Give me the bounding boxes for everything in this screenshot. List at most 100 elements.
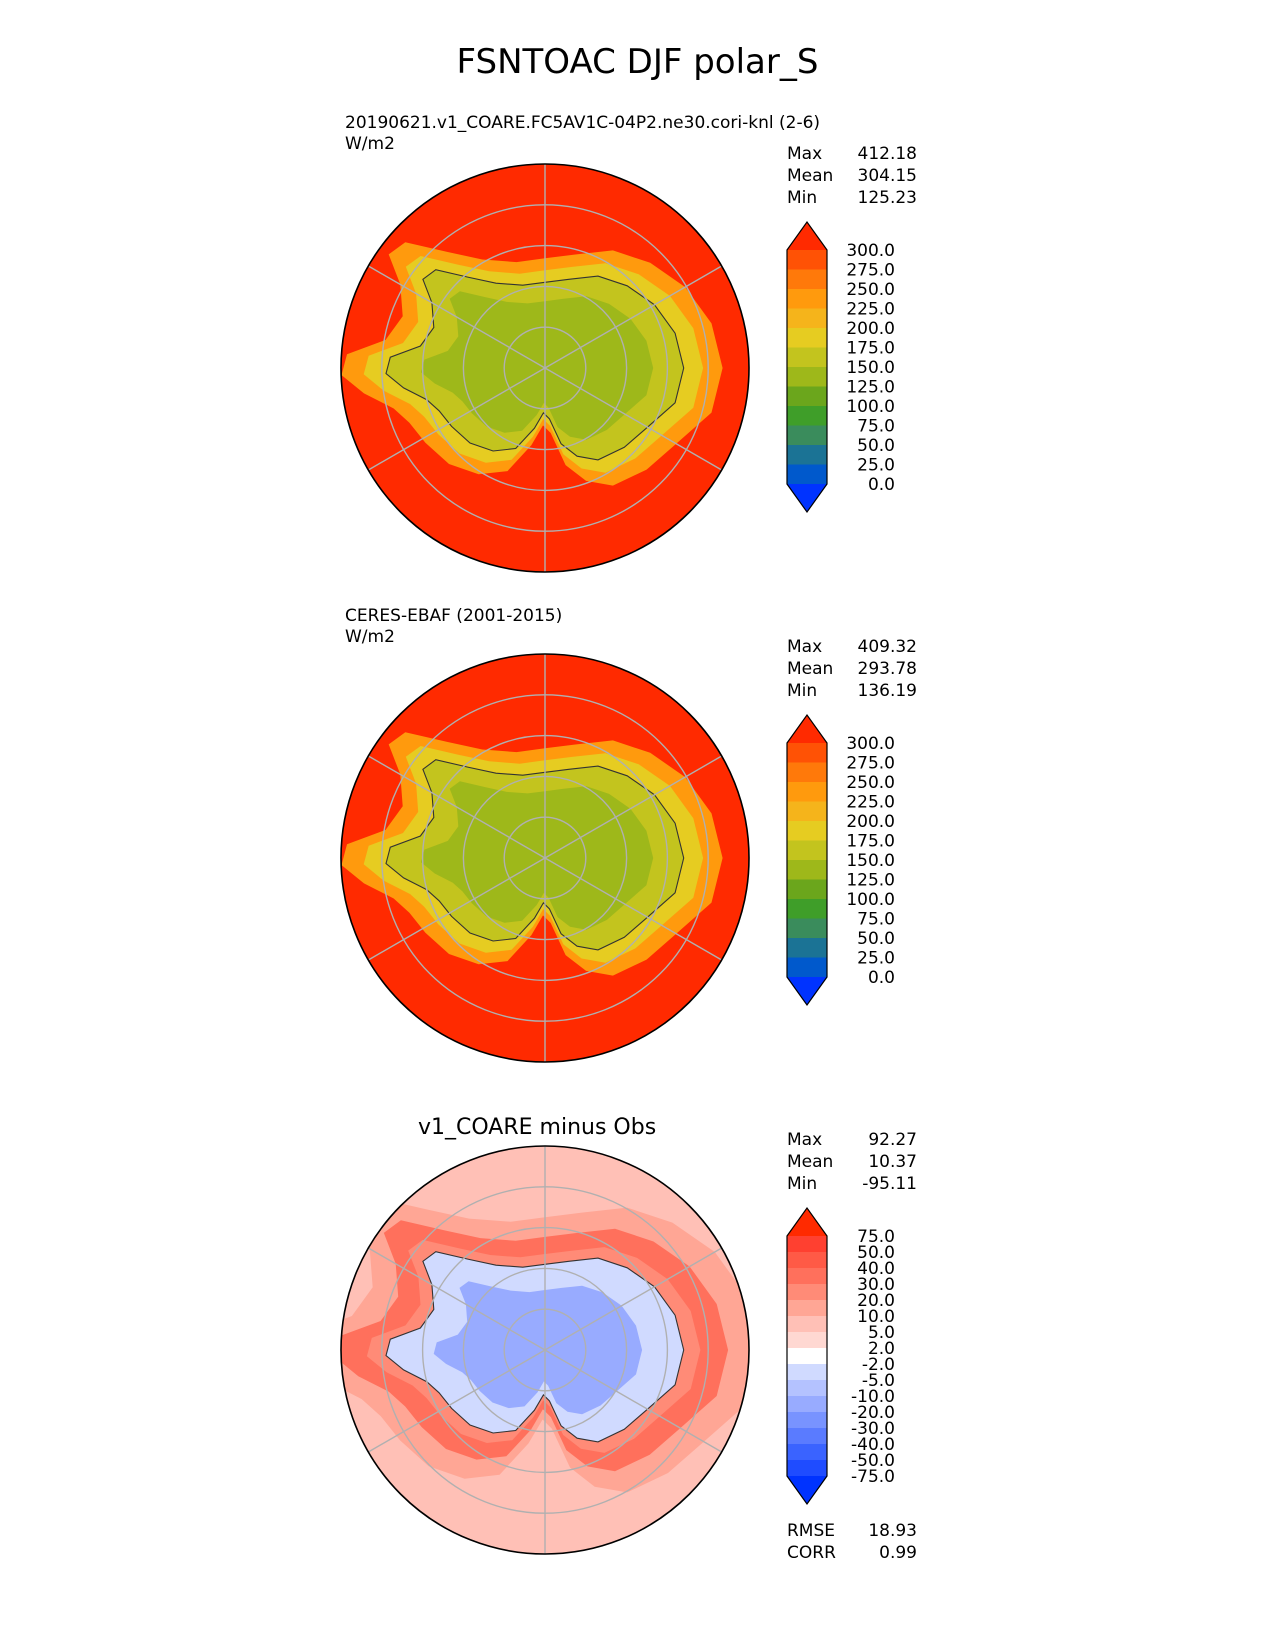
panel-2-stats: Max 409.32 Mean 293.78 Min 136.19 bbox=[787, 636, 917, 702]
colorbar-segment bbox=[787, 308, 827, 329]
colorbar-tick-label: -50.0 bbox=[851, 1451, 895, 1471]
colorbar-tick-label: 250.0 bbox=[846, 773, 895, 793]
colorbar-tick-label: -10.0 bbox=[851, 1387, 895, 1407]
panel-2-title: CERES-EBAF (2001-2015) W/m2 bbox=[345, 606, 562, 648]
mean-value: 10.37 bbox=[868, 1152, 917, 1172]
meridian-line bbox=[544, 1247, 723, 1351]
panel-3-colorbar: 75.050.040.030.020.010.05.02.0-2.0-5.0-1… bbox=[786, 1206, 895, 1506]
colorbar-segment bbox=[787, 464, 827, 485]
map-boundary bbox=[340, 653, 750, 1063]
colorbar-segment bbox=[787, 1268, 827, 1285]
colorbar-tick-label: 2.0 bbox=[868, 1339, 895, 1359]
min-value: 125.23 bbox=[857, 188, 917, 208]
colorbar-segment bbox=[787, 1348, 827, 1365]
min-value: 136.19 bbox=[857, 681, 917, 701]
colorbar-tick-label: 50.0 bbox=[857, 1243, 895, 1263]
colorbar-segment bbox=[787, 425, 827, 446]
colorbar-segment bbox=[787, 1284, 827, 1301]
colorbar-segment bbox=[787, 1332, 827, 1349]
colorbar-segment bbox=[787, 386, 827, 407]
meridian-line bbox=[367, 367, 546, 471]
max-value: 92.27 bbox=[868, 1130, 917, 1150]
panel-2-dataset-name: CERES-EBAF (2001-2015) bbox=[345, 606, 563, 626]
meridian-line bbox=[544, 367, 723, 471]
colorbar-segment bbox=[787, 406, 827, 426]
colorbar-tick-label: -40.0 bbox=[851, 1435, 895, 1455]
colorbar-segment bbox=[787, 1444, 827, 1461]
colorbar-segment bbox=[787, 347, 827, 368]
colorbar-tick-label: 150.0 bbox=[846, 851, 895, 871]
colorbar-segment bbox=[787, 328, 827, 348]
plateau-field bbox=[421, 781, 654, 930]
colorbar-tick-label: -75.0 bbox=[851, 1467, 895, 1487]
max-value: 412.18 bbox=[857, 144, 917, 164]
colorbar-tick-label: 25.0 bbox=[857, 456, 895, 476]
panel-2-units: W/m2 bbox=[345, 627, 395, 647]
colorbar-extend-min bbox=[787, 977, 827, 1005]
rmse-value: 18.93 bbox=[868, 1521, 917, 1541]
colorbar-segment bbox=[787, 743, 827, 763]
colorbar-tick-label: 300.0 bbox=[846, 241, 895, 261]
colorbar-extend-max bbox=[787, 715, 827, 743]
max-label: Max bbox=[787, 144, 823, 164]
panel-3-metrics: RMSE 18.93 CORR 0.99 bbox=[787, 1520, 917, 1564]
colorbar-segment bbox=[787, 269, 827, 290]
colorbar-extend-max bbox=[787, 222, 827, 250]
colorbar-tick-label: 200.0 bbox=[846, 319, 895, 339]
min-value: -95.11 bbox=[862, 1174, 917, 1194]
colorbar-tick-label: 175.0 bbox=[846, 339, 895, 359]
panel-3-stats: Max 92.27 Mean 10.37 Min -95.11 bbox=[787, 1129, 917, 1195]
colorbar-tick-label: 300.0 bbox=[846, 734, 895, 754]
colorbar-extend-max bbox=[787, 1208, 827, 1236]
panel-1-colorbar: 300.0275.0250.0225.0200.0175.0150.0125.0… bbox=[786, 220, 895, 514]
colorbar-segment bbox=[787, 1300, 827, 1317]
colorbar-tick-label: 125.0 bbox=[846, 378, 895, 398]
colorbar-outline bbox=[786, 220, 828, 514]
corr-value: 0.99 bbox=[879, 1543, 917, 1563]
colorbar-tick-label: 100.0 bbox=[846, 397, 895, 417]
colorbar-tick-label: 5.0 bbox=[868, 1323, 895, 1343]
max-label: Max bbox=[787, 637, 823, 657]
map-boundary bbox=[340, 1145, 750, 1555]
colorbar-segment bbox=[787, 879, 827, 900]
colorbar-tick-label: 50.0 bbox=[857, 929, 895, 949]
colorbar-tick-label: 275.0 bbox=[846, 261, 895, 281]
colorbar-tick-label: 100.0 bbox=[846, 890, 895, 910]
coastline bbox=[385, 1251, 685, 1443]
colorbar-tick-label: 225.0 bbox=[846, 793, 895, 813]
colorbar-tick-label: 25.0 bbox=[857, 949, 895, 969]
plateau-field bbox=[421, 291, 654, 440]
panel-1-map bbox=[340, 163, 750, 573]
meridian-line bbox=[367, 265, 546, 369]
colorbar-segment bbox=[787, 899, 827, 919]
max-label: Max bbox=[787, 1130, 823, 1150]
colorbar-extend-min bbox=[787, 484, 827, 512]
colorbar-segment bbox=[787, 1252, 827, 1269]
rmse-label: RMSE bbox=[787, 1521, 836, 1541]
colorbar-segment bbox=[787, 821, 827, 841]
colorbar-tick-label: -30.0 bbox=[851, 1419, 895, 1439]
colorbar-segment bbox=[787, 289, 827, 309]
map-boundary bbox=[340, 163, 750, 573]
min-label: Min bbox=[787, 681, 818, 701]
colorbar-tick-label: 75.0 bbox=[857, 417, 895, 437]
meridian-line bbox=[367, 1247, 546, 1351]
panel-1-stats: Max 412.18 Mean 304.15 Min 125.23 bbox=[787, 143, 917, 209]
panel-3-map bbox=[340, 1145, 750, 1555]
colorbar-outline bbox=[786, 713, 828, 1007]
colorbar-segment bbox=[787, 1396, 827, 1413]
colorbar-tick-label: 20.0 bbox=[857, 1291, 895, 1311]
colorbar-segment bbox=[787, 1316, 827, 1333]
colorbar-tick-label: 250.0 bbox=[846, 280, 895, 300]
meridian-line bbox=[544, 857, 723, 961]
colorbar-segment bbox=[787, 250, 827, 270]
coastline bbox=[385, 759, 685, 951]
colorbar-tick-label: 50.0 bbox=[857, 436, 895, 456]
colorbar-outline bbox=[786, 1206, 828, 1506]
meridian-line bbox=[367, 755, 546, 859]
colorbar-segment bbox=[787, 1236, 827, 1253]
min-label: Min bbox=[787, 1174, 818, 1194]
colorbar-segment bbox=[787, 801, 827, 822]
colorbar-tick-label: 75.0 bbox=[857, 1227, 895, 1247]
colorbar-tick-label: 40.0 bbox=[857, 1259, 895, 1279]
